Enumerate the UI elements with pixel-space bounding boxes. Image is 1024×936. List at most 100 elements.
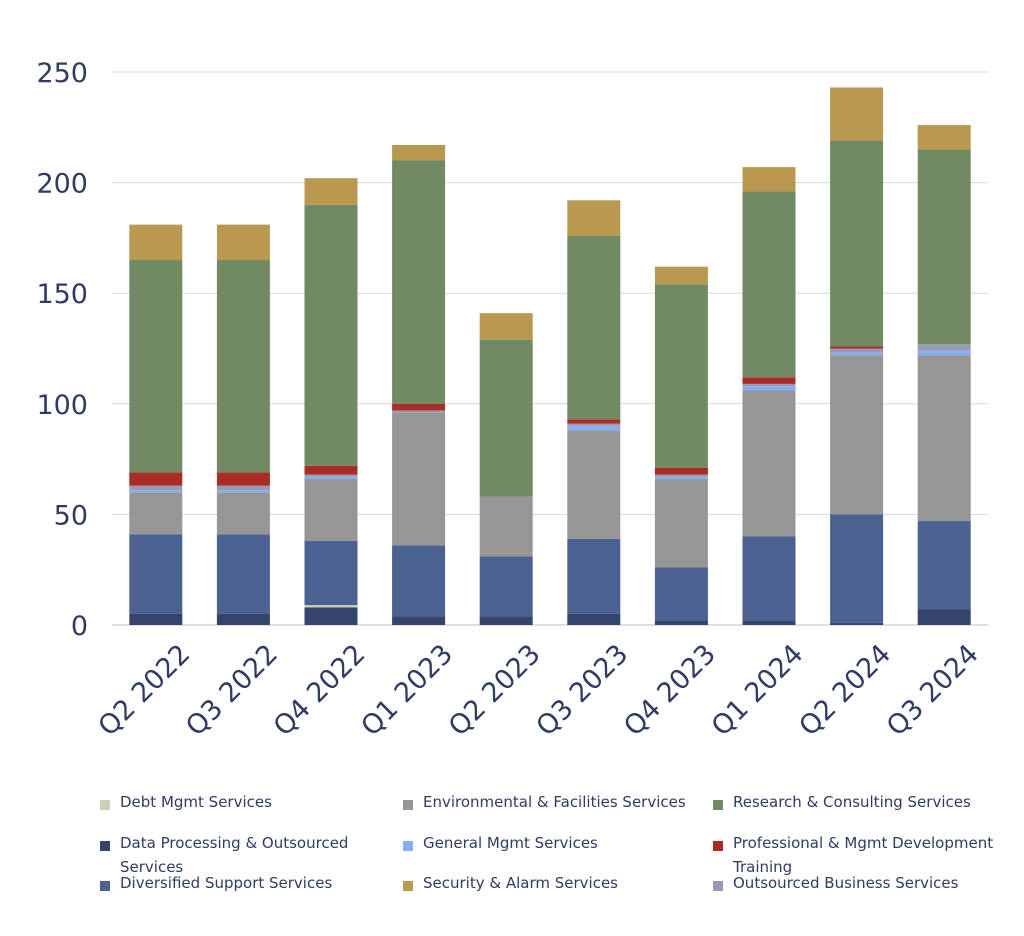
legend-label: Environmental & Facilities Services (423, 793, 686, 811)
bar-segment (830, 514, 884, 623)
bar-segment (129, 490, 183, 493)
bar-segment (216, 472, 270, 486)
bar-segment (304, 474, 358, 477)
legend-label: Debt Mgmt Services (120, 793, 272, 811)
bar-segment (129, 492, 183, 535)
bar-segment (567, 425, 621, 431)
bar-segment (742, 377, 796, 384)
bar-segment (392, 545, 446, 617)
bar-segment (392, 145, 446, 161)
y-axis-ticks: 0 50 100 150 200 250 (36, 58, 88, 642)
legend-label: Professional & Mgmt Development Training (733, 834, 994, 876)
bar-stack (742, 167, 796, 625)
bar-segment (830, 622, 884, 625)
bar-stack (304, 178, 358, 625)
bar-segment (392, 410, 446, 413)
bar-segment (567, 430, 621, 539)
legend-label: Research & Consulting Services (733, 793, 971, 811)
bar-segment (917, 609, 971, 625)
bar-segment (479, 556, 533, 617)
x-tick-label: Q2 2023 (443, 639, 547, 743)
bar-segment (654, 474, 708, 477)
bar-stack (392, 145, 446, 625)
bar-stack (216, 224, 270, 625)
y-tick-label: 100 (36, 390, 88, 421)
legend-item: Debt Mgmt Services (100, 793, 390, 814)
bar-segment (742, 383, 796, 387)
bar-segment (304, 479, 358, 541)
bar-segment (917, 149, 971, 345)
bar-segment (216, 224, 270, 261)
bar-segment (304, 476, 358, 480)
legend-label: Security & Alarm Services (423, 874, 618, 892)
bar-segment (392, 412, 446, 546)
bar-segment (567, 235, 621, 420)
bar-segment (742, 390, 796, 537)
legend-item: Environmental & Facilities Services (403, 793, 703, 814)
chart-legend: Debt Mgmt Services Environmental & Facili… (0, 790, 1024, 920)
x-tick-label: Q3 2023 (531, 639, 635, 743)
legend-item: Security & Alarm Services (403, 874, 703, 895)
bar-segment (216, 490, 270, 493)
bar-segment (304, 178, 358, 205)
legend-swatch (100, 800, 110, 810)
bar-segment (654, 620, 708, 625)
bar-segment (216, 492, 270, 535)
bar-segment (304, 540, 358, 606)
legend-swatch (713, 800, 723, 810)
x-tick-label: Q3 2022 (180, 639, 284, 743)
bar-segment (567, 419, 621, 424)
y-tick-label: 150 (36, 279, 88, 310)
bar-segment (216, 534, 270, 614)
bar-segment (129, 534, 183, 614)
bar-segment (129, 260, 183, 473)
x-tick-label: Q1 2023 (355, 639, 459, 743)
bar-segment (567, 423, 621, 426)
bar-segment (654, 567, 708, 621)
bar-segment (654, 266, 708, 285)
bar-segment (654, 467, 708, 475)
bar-segment (392, 403, 446, 411)
y-tick-label: 250 (36, 58, 88, 89)
bar-stack (654, 266, 708, 625)
legend-item: Professional & Mgmt Development Training (713, 834, 1003, 879)
bar-segment (917, 350, 971, 356)
x-tick-label: Q4 2022 (268, 639, 372, 743)
legend-swatch (100, 841, 110, 851)
bar-segment (129, 613, 183, 625)
bar-segment (392, 160, 446, 404)
legend-swatch (403, 841, 413, 851)
bar-segment (567, 200, 621, 236)
bar-stack (917, 125, 971, 625)
legend-swatch (403, 881, 413, 891)
bar-segment (567, 613, 621, 625)
bar-segment (830, 352, 884, 356)
y-tick-label: 200 (36, 169, 88, 200)
legend-swatch (713, 881, 723, 891)
x-tick-label: Q1 2024 (706, 639, 810, 743)
bar-segment (129, 485, 183, 491)
bar-segment (304, 465, 358, 475)
bar-segment (304, 607, 358, 625)
y-tick-label: 0 (71, 611, 88, 642)
bar-segment (830, 87, 884, 141)
bar-segment (392, 616, 446, 625)
legend-item: Research & Consulting Services (713, 793, 1003, 814)
x-tick-label: Q3 2024 (881, 639, 985, 743)
bar-stack (129, 224, 183, 625)
legend-label: Data Processing & Outsourced Services (120, 834, 349, 876)
bar-segment (567, 538, 621, 614)
legend-swatch (403, 800, 413, 810)
legend-label: General Mgmt Services (423, 834, 598, 852)
bar-segment (479, 616, 533, 625)
bar-segment (830, 355, 884, 515)
legend-item: Outsourced Business Services (713, 874, 1003, 895)
bar-segment (742, 536, 796, 621)
x-tick-label: Q2 2024 (793, 639, 897, 743)
bar-segment (742, 167, 796, 192)
bar-segment (917, 521, 971, 610)
bar-segment (654, 284, 708, 468)
bar-segment (216, 613, 270, 625)
bar-segment (129, 224, 183, 261)
